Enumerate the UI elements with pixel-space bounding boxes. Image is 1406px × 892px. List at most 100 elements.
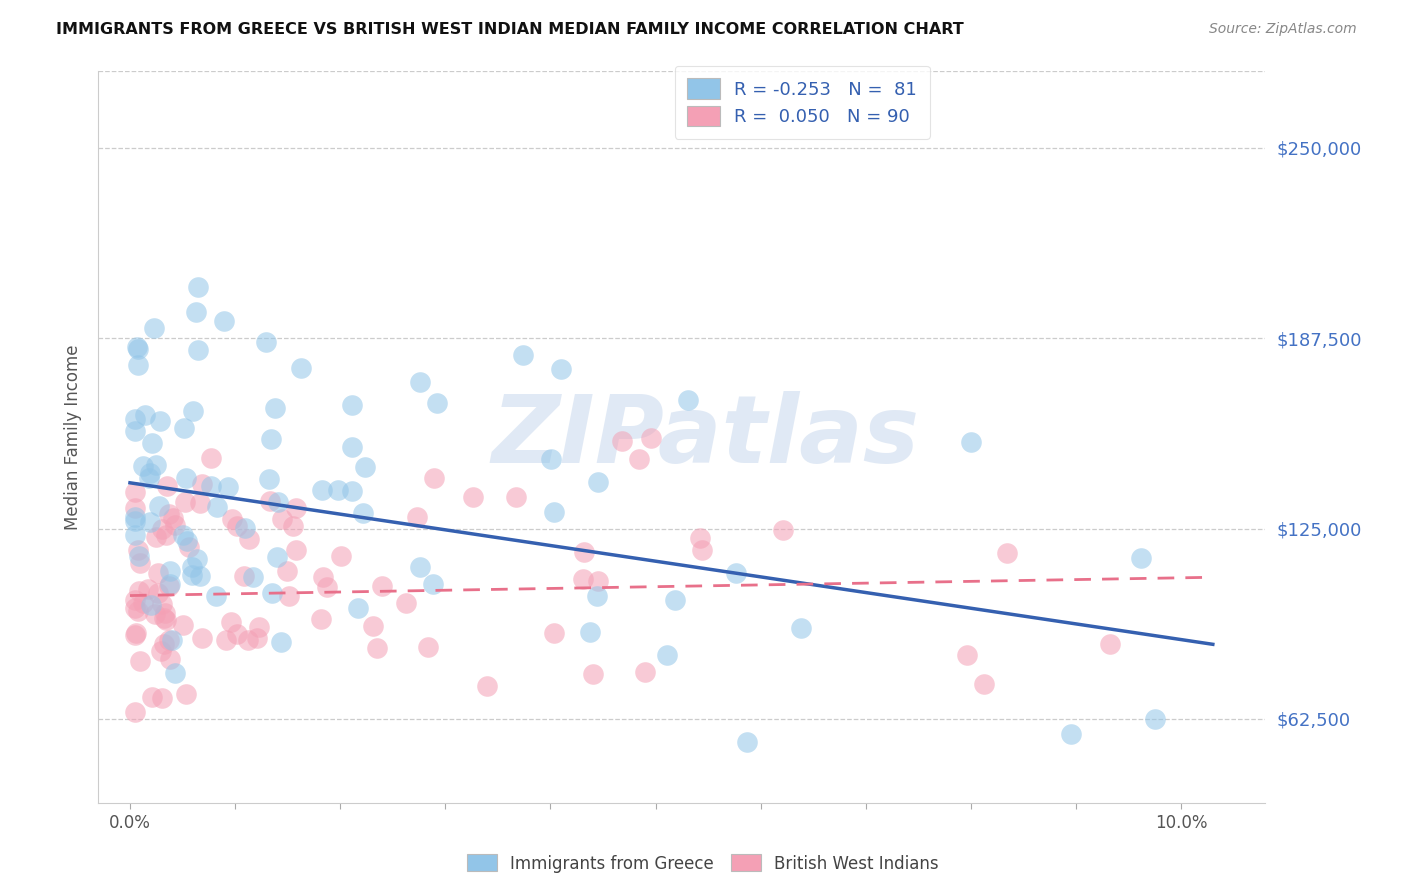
Point	[212, 314, 235, 328]
Point	[162, 511, 184, 525]
Point	[312, 570, 335, 584]
Point	[139, 598, 162, 612]
Point	[219, 615, 242, 629]
Point	[283, 519, 305, 533]
Point	[150, 597, 173, 611]
Point	[124, 412, 146, 426]
Point	[145, 458, 167, 473]
Point	[262, 586, 284, 600]
Point	[217, 480, 239, 494]
Point	[176, 533, 198, 548]
Point	[634, 665, 657, 680]
Point	[572, 545, 595, 559]
Point	[188, 496, 211, 510]
Point	[124, 592, 146, 607]
Point	[124, 510, 146, 524]
Point	[422, 577, 444, 591]
Point	[127, 543, 149, 558]
Point	[205, 500, 228, 514]
Point	[200, 479, 222, 493]
Point	[148, 500, 170, 514]
Point	[725, 566, 748, 581]
Point	[540, 451, 562, 466]
Point	[1143, 712, 1166, 726]
Point	[463, 490, 485, 504]
Point	[395, 596, 418, 610]
Point	[188, 569, 211, 583]
Point	[416, 640, 439, 654]
Point	[136, 582, 159, 597]
Point	[585, 589, 607, 603]
Point	[290, 360, 312, 375]
Point	[143, 607, 166, 622]
Point	[242, 569, 264, 583]
Point	[1098, 637, 1121, 651]
Point	[586, 574, 609, 588]
Point	[187, 343, 209, 358]
Point	[176, 687, 198, 701]
Point	[1129, 551, 1152, 566]
Point	[579, 624, 602, 639]
Point	[180, 568, 202, 582]
Point	[973, 677, 995, 691]
Point	[309, 611, 332, 625]
Point	[329, 549, 352, 563]
Text: ZIPatlas: ZIPatlas	[491, 391, 920, 483]
Point	[124, 528, 146, 542]
Point	[221, 512, 243, 526]
Point	[132, 596, 155, 610]
Point	[139, 515, 162, 529]
Point	[246, 631, 269, 645]
Point	[128, 583, 150, 598]
Point	[363, 618, 385, 632]
Point	[149, 643, 172, 657]
Point	[678, 392, 700, 407]
Point	[181, 559, 204, 574]
Legend: Immigrants from Greece, British West Indians: Immigrants from Greece, British West Ind…	[461, 847, 945, 880]
Point	[153, 611, 176, 625]
Point	[352, 506, 374, 520]
Point	[152, 690, 174, 705]
Point	[145, 530, 167, 544]
Point	[342, 440, 364, 454]
Point	[956, 648, 979, 663]
Point	[326, 483, 349, 498]
Point	[127, 604, 149, 618]
Point	[572, 572, 595, 586]
Point	[285, 500, 308, 515]
Point	[155, 613, 177, 627]
Point	[186, 280, 208, 294]
Point	[138, 471, 160, 485]
Point	[238, 632, 260, 647]
Point	[247, 620, 270, 634]
Point	[340, 398, 363, 412]
Point	[190, 631, 212, 645]
Point	[735, 735, 758, 749]
Legend: R = -0.253   N =  81, R =  0.050   N = 90: R = -0.253 N = 81, R = 0.050 N = 90	[675, 66, 929, 139]
Point	[149, 414, 172, 428]
Point	[174, 471, 197, 485]
Point	[153, 637, 176, 651]
Point	[406, 510, 429, 524]
Point	[200, 450, 222, 465]
Point	[132, 458, 155, 473]
Point	[186, 552, 208, 566]
Point	[162, 632, 184, 647]
Point	[205, 589, 228, 603]
Point	[124, 628, 146, 642]
Point	[690, 543, 713, 558]
Point	[409, 375, 432, 389]
Point	[586, 475, 609, 489]
Point	[264, 401, 287, 415]
Point	[550, 362, 572, 376]
Point	[190, 477, 212, 491]
Point	[226, 627, 249, 641]
Text: IMMIGRANTS FROM GREECE VS BRITISH WEST INDIAN MEDIAN FAMILY INCOME CORRELATION C: IMMIGRANTS FROM GREECE VS BRITISH WEST I…	[56, 22, 965, 37]
Point	[612, 434, 634, 448]
Point	[141, 436, 163, 450]
Y-axis label: Median Family Income: Median Family Income	[65, 344, 83, 530]
Point	[582, 666, 605, 681]
Point	[285, 542, 308, 557]
Point	[512, 348, 534, 362]
Point	[259, 493, 281, 508]
